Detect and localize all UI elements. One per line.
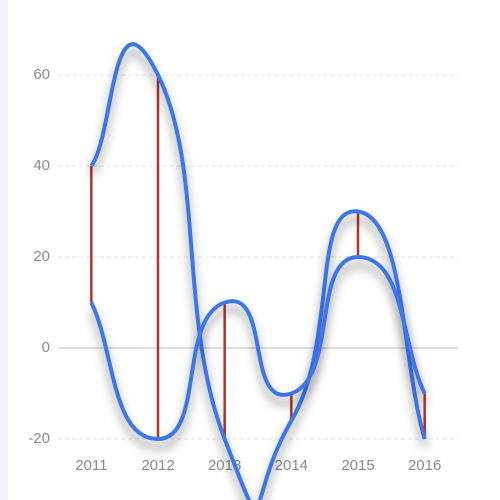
- side-strip: [0, 0, 8, 500]
- x-tick-label: 2016: [408, 457, 441, 474]
- y-tick-label: 0: [42, 339, 50, 356]
- x-tick-label: 2014: [275, 457, 308, 474]
- x-tick-label: 2012: [141, 457, 174, 474]
- series-line: [89, 255, 427, 441]
- y-tick-label: -20: [28, 430, 50, 447]
- x-tick-label: 2015: [341, 457, 374, 474]
- y-tick-label: 20: [33, 248, 50, 265]
- y-tick-label: 40: [33, 157, 50, 174]
- series-line: [89, 42, 427, 500]
- x-tick-label: 2011: [75, 457, 107, 474]
- y-tick-label: 60: [33, 66, 50, 83]
